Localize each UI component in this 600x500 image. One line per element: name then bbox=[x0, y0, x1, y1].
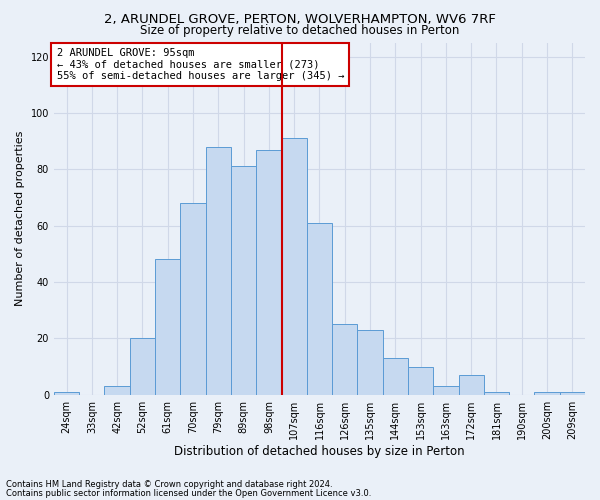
Bar bbox=[433, 386, 458, 394]
Bar bbox=[307, 223, 332, 394]
Bar bbox=[256, 150, 281, 394]
Bar bbox=[104, 386, 130, 394]
Bar bbox=[535, 392, 560, 394]
Bar bbox=[332, 324, 358, 394]
Bar bbox=[206, 147, 231, 394]
Text: 2, ARUNDEL GROVE, PERTON, WOLVERHAMPTON, WV6 7RF: 2, ARUNDEL GROVE, PERTON, WOLVERHAMPTON,… bbox=[104, 12, 496, 26]
X-axis label: Distribution of detached houses by size in Perton: Distribution of detached houses by size … bbox=[174, 444, 465, 458]
Bar bbox=[54, 392, 79, 394]
Bar bbox=[231, 166, 256, 394]
Text: Contains HM Land Registry data © Crown copyright and database right 2024.: Contains HM Land Registry data © Crown c… bbox=[6, 480, 332, 489]
Text: Size of property relative to detached houses in Perton: Size of property relative to detached ho… bbox=[140, 24, 460, 37]
Bar bbox=[358, 330, 383, 394]
Bar bbox=[560, 392, 585, 394]
Bar bbox=[458, 375, 484, 394]
Bar bbox=[130, 338, 155, 394]
Text: 2 ARUNDEL GROVE: 95sqm
← 43% of detached houses are smaller (273)
55% of semi-de: 2 ARUNDEL GROVE: 95sqm ← 43% of detached… bbox=[56, 48, 344, 81]
Bar bbox=[181, 203, 206, 394]
Text: Contains public sector information licensed under the Open Government Licence v3: Contains public sector information licen… bbox=[6, 488, 371, 498]
Bar bbox=[281, 138, 307, 394]
Bar bbox=[155, 260, 181, 394]
Bar bbox=[408, 366, 433, 394]
Bar bbox=[383, 358, 408, 395]
Y-axis label: Number of detached properties: Number of detached properties bbox=[15, 131, 25, 306]
Bar bbox=[484, 392, 509, 394]
